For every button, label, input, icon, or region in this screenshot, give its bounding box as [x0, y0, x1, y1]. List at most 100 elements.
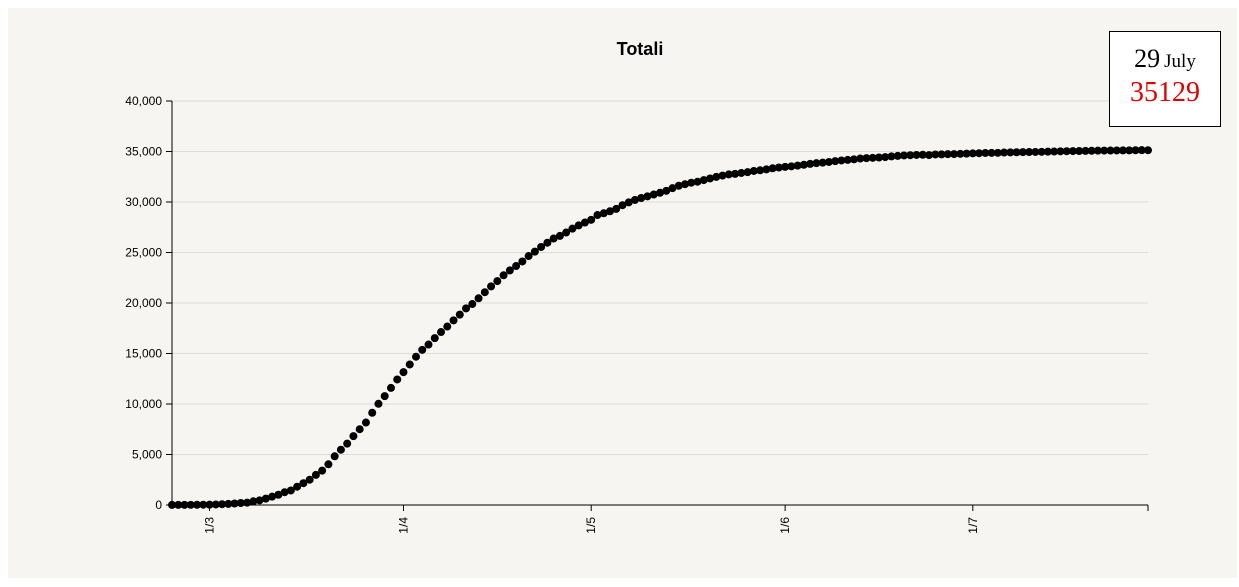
data-point-152	[1118, 146, 1127, 155]
data-point-55	[512, 262, 521, 271]
data-point-67	[587, 215, 596, 224]
data-point-29	[349, 432, 358, 441]
data-point-105	[824, 157, 833, 166]
data-point-114	[881, 153, 890, 162]
data-point-111	[862, 154, 871, 163]
data-point-87	[712, 172, 721, 181]
data-point-146	[1081, 146, 1090, 155]
data-point-51	[487, 282, 496, 291]
data-point-122	[931, 150, 940, 159]
data-point-151	[1112, 146, 1121, 155]
data-point-86	[706, 174, 715, 183]
data-point-8	[218, 500, 227, 509]
data-point-36	[393, 375, 402, 384]
data-point-94	[756, 166, 765, 175]
data-point-128	[968, 149, 977, 158]
data-point-11	[236, 499, 245, 508]
y-tick-label-5: 25,000	[125, 246, 162, 260]
data-point-26	[330, 452, 339, 461]
data-point-149	[1100, 146, 1109, 155]
y-tick-label-1: 5,000	[132, 448, 162, 462]
data-point-56	[518, 257, 527, 266]
annotation-box: 29 July 35129	[1109, 31, 1221, 127]
data-point-109	[849, 155, 858, 164]
data-point-40	[418, 345, 427, 354]
data-point-127	[962, 149, 971, 158]
data-point-43	[437, 328, 446, 337]
data-point-89	[724, 170, 733, 179]
data-point-156	[1144, 146, 1152, 155]
data-point-38	[405, 360, 414, 369]
chart-title: Totali	[617, 39, 664, 59]
data-point-71	[612, 204, 621, 213]
data-point-88	[718, 171, 727, 180]
annotation-value: 35129	[1130, 77, 1200, 108]
data-point-120	[918, 150, 927, 159]
data-point-132	[993, 148, 1002, 157]
points-layer	[168, 146, 1152, 509]
annotation-month: July	[1164, 51, 1196, 72]
data-point-24	[318, 466, 327, 475]
y-tick-label-0: 0	[155, 498, 162, 512]
chart-svg: 0 5,000 10,000 15,000 20,000 25,000 30,000 35,0…	[125, 39, 1152, 534]
data-point-103	[812, 159, 821, 168]
y-tick-label-7: 35,000	[125, 145, 162, 159]
data-point-4	[193, 500, 202, 509]
data-point-30	[355, 425, 364, 434]
x-tick-label-0: 1/3	[203, 517, 217, 534]
data-point-25	[324, 460, 333, 469]
data-point-154	[1131, 146, 1140, 155]
data-point-49	[474, 294, 483, 303]
data-point-76	[643, 192, 652, 201]
data-point-28	[343, 439, 352, 448]
data-point-155	[1137, 146, 1146, 155]
data-point-48	[468, 300, 477, 309]
data-point-50	[480, 288, 489, 297]
data-point-102	[806, 159, 815, 168]
data-point-37	[399, 368, 408, 377]
data-point-74	[630, 195, 639, 204]
data-point-66	[580, 218, 589, 227]
data-point-72	[618, 201, 627, 210]
data-point-95	[762, 165, 771, 174]
data-point-7	[211, 500, 220, 509]
data-point-22	[305, 475, 314, 484]
data-point-21	[299, 479, 308, 488]
data-point-9	[224, 499, 233, 508]
data-point-96	[768, 164, 777, 173]
x-tick-label-2: 1/5	[584, 517, 598, 534]
data-point-12	[243, 498, 252, 507]
data-point-133	[1000, 148, 1009, 157]
data-point-139	[1037, 147, 1046, 156]
data-point-18	[280, 488, 289, 497]
data-point-131	[987, 148, 996, 157]
data-point-47	[462, 304, 471, 313]
data-point-68	[593, 211, 602, 220]
data-point-59	[537, 242, 546, 251]
data-point-6	[205, 500, 214, 509]
data-point-138	[1031, 147, 1040, 156]
data-point-60	[543, 238, 552, 247]
data-point-140	[1043, 147, 1052, 156]
data-point-121	[925, 151, 934, 160]
data-point-142	[1056, 147, 1065, 156]
data-point-54	[505, 266, 514, 275]
data-point-61	[549, 234, 558, 243]
data-point-62	[555, 231, 564, 240]
y-tick-label-3: 15,000	[125, 347, 162, 361]
data-point-110	[856, 154, 865, 163]
data-point-17	[274, 490, 283, 499]
data-point-44	[443, 322, 452, 331]
y-tick-label-8: 40,000	[125, 94, 162, 108]
data-point-113	[874, 153, 883, 162]
grid-layer	[172, 100, 1148, 455]
data-point-134	[1006, 148, 1015, 157]
data-point-0	[168, 500, 176, 509]
data-point-27	[336, 445, 345, 454]
data-point-65	[574, 221, 583, 230]
data-point-77	[649, 190, 658, 199]
data-point-20	[293, 482, 302, 491]
x-tick-label-3: 1/6	[778, 517, 792, 534]
y-tick-label-4: 20,000	[125, 296, 162, 310]
data-point-93	[749, 166, 758, 175]
